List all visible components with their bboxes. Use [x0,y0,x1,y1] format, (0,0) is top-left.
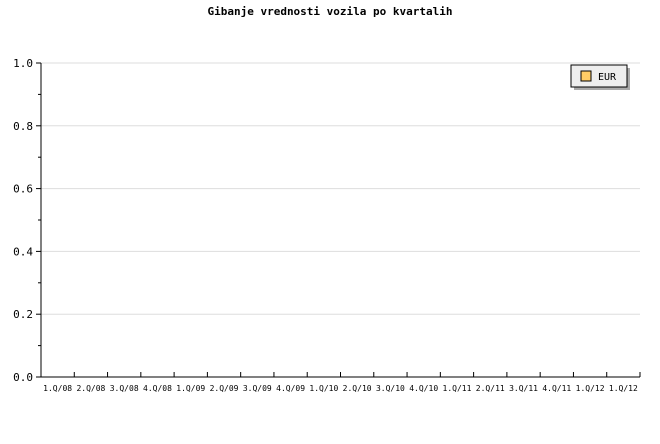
x-tick-label: 1.Q/08 [43,384,72,393]
x-tick-label: 2.Q/11 [476,384,505,393]
x-tick-label: 4.Q/09 [276,384,305,393]
x-tick-label: 3.Q/11 [509,384,538,393]
y-tick-label: 0.2 [13,308,33,321]
x-tick-label: 3.Q/08 [110,384,139,393]
y-tick-label: 1.0 [13,57,33,70]
legend-label: EUR [598,72,617,83]
x-tick-label: 3.Q/09 [243,384,272,393]
x-tick-label: 1.Q/11 [443,384,472,393]
x-tick-label: 2.Q/08 [76,384,105,393]
x-tick-label: 4.Q/08 [143,384,172,393]
x-tick-label: 1.Q/10 [309,384,338,393]
x-tick-label: 3.Q/10 [376,384,405,393]
y-tick-label: 0.8 [13,120,33,133]
x-tick-label: 4.Q/10 [409,384,438,393]
y-tick-label: 0.6 [13,183,33,196]
chart-title: Gibanje vrednosti vozila po kvartalih [207,5,452,18]
x-tick-label: 2.Q/09 [210,384,239,393]
legend: EUR [570,64,630,90]
x-tick-label: 1.Q/09 [176,384,205,393]
x-tick-label: 1.Q/12 [576,384,605,393]
y-tick-label: 0.0 [13,371,33,384]
x-tick-label: 4.Q/11 [542,384,571,393]
legend-swatch [580,70,592,82]
y-tick-label: 0.4 [13,245,33,258]
x-tick-label: 1.Q/12 [609,384,638,393]
x-tick-label: 2.Q/10 [343,384,372,393]
